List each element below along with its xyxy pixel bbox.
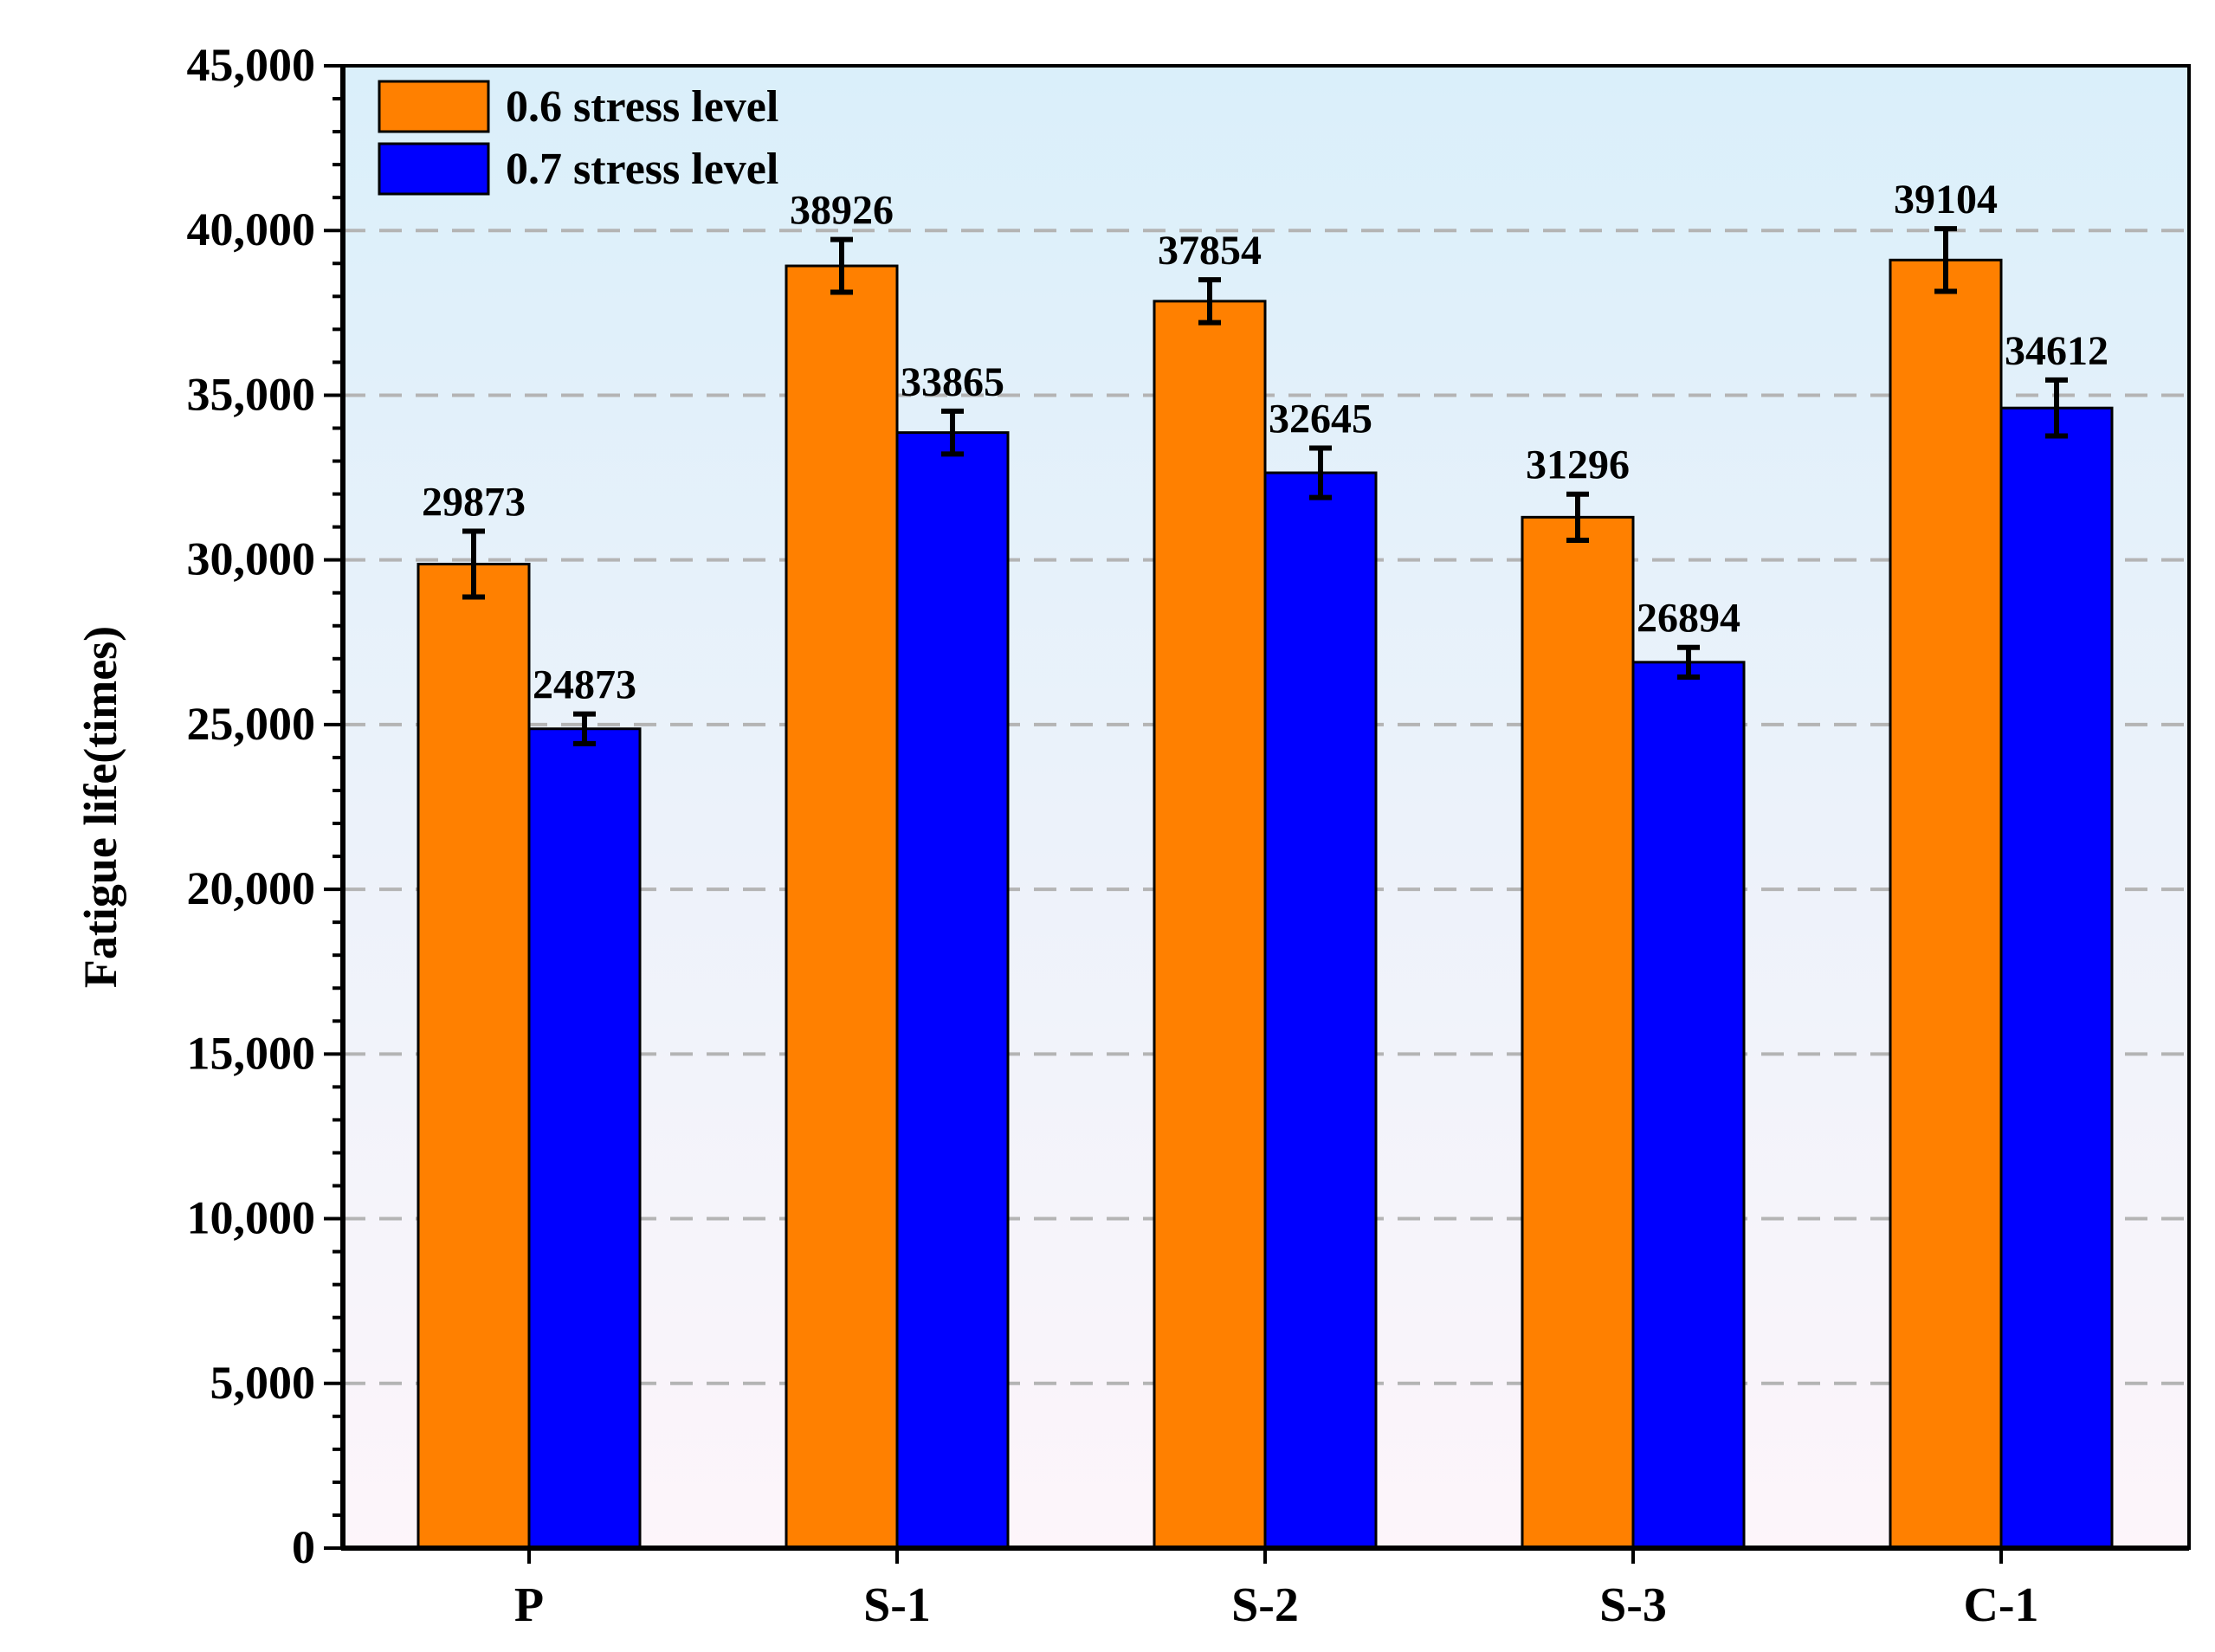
bar-stress-0-7-s-3 <box>1631 661 1746 1550</box>
x-tick-label: C-1 <box>1963 1578 2038 1632</box>
y-tick-label: 0 <box>292 1521 315 1573</box>
data-label: 24873 <box>533 662 636 708</box>
x-tick-label: P <box>514 1578 544 1632</box>
x-tick-label: S-1 <box>863 1578 931 1632</box>
y-tick-label: 45,000 <box>187 39 316 91</box>
data-label: 34612 <box>2005 328 2108 374</box>
y-tick-label: 10,000 <box>187 1192 316 1244</box>
legend: 0.6 stress level 0.7 stress level <box>378 80 778 196</box>
data-label: 38926 <box>790 188 894 234</box>
bar-stress-0-7-p <box>527 727 642 1550</box>
y-tick-label: 25,000 <box>187 698 316 750</box>
legend-swatch-stress-0-7 <box>378 142 490 196</box>
y-tick-label: 5,000 <box>210 1357 316 1409</box>
y-tick-label: 20,000 <box>187 862 316 914</box>
y-tick-label: 35,000 <box>187 368 316 420</box>
data-label: 33865 <box>901 359 1004 405</box>
data-labels: 29873 38926 37854 31296 39104 24873 33865 32645… <box>422 177 2108 707</box>
legend-swatch-stress-0-6 <box>378 80 490 133</box>
bar-stress-0-6-c-1 <box>1889 258 2003 1550</box>
bar-stress-0-7-s-2 <box>1263 471 1378 1550</box>
data-label: 32645 <box>1269 397 1372 442</box>
bar-stress-0-7-s-1 <box>895 431 1010 1550</box>
bars <box>417 226 2114 1550</box>
bar-stress-0-6-s-3 <box>1521 515 1635 1550</box>
bar-stress-0-6-s-1 <box>785 264 899 1550</box>
data-label: 31296 <box>1526 442 1630 488</box>
data-label: 39104 <box>1894 177 1998 223</box>
x-tick-label: S-3 <box>1599 1578 1667 1632</box>
y-axis-title: Fatigue life(times) <box>74 626 126 988</box>
legend-label: 0.6 stress level <box>506 82 778 132</box>
data-label: 29873 <box>422 479 526 525</box>
bar-stress-0-6-s-2 <box>1153 300 1267 1550</box>
bar-stress-0-7-c-1 <box>1999 406 2114 1550</box>
bar-stress-0-6-p <box>417 562 531 1550</box>
y-tick-label: 15,000 <box>187 1027 316 1079</box>
legend-label: 0.7 stress level <box>506 145 778 194</box>
data-label: 37854 <box>1158 228 1262 274</box>
data-label: 26894 <box>1637 596 1740 642</box>
axes: 0 5,000 10,000 15,000 20,000 25,000 30,000 35,0… <box>187 39 2189 1632</box>
y-tick-label: 30,000 <box>187 533 316 585</box>
y-tick-label: 40,000 <box>187 203 316 255</box>
x-tick-label: S-2 <box>1231 1578 1299 1632</box>
